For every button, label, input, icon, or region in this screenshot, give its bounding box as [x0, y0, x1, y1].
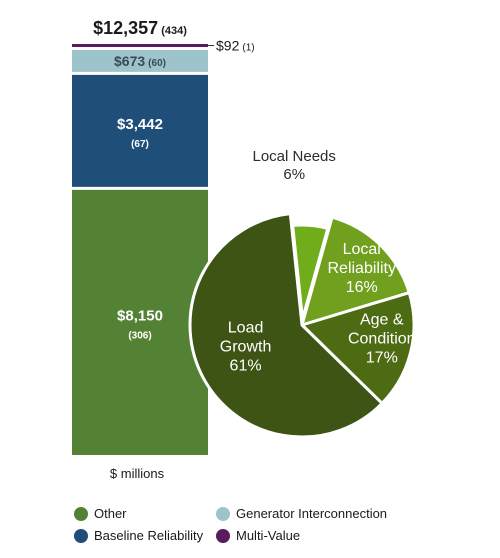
legend-item-baseline-reliability: Baseline Reliability	[74, 528, 203, 543]
legend-item-multi-value: Multi-Value	[216, 528, 300, 543]
pie-label-local-reliability: Local Reliability 16%	[327, 241, 395, 296]
pie-slice-age-condition	[300, 291, 416, 405]
bar-segment-baseline-reliability	[72, 74, 208, 187]
bar-count-label-other: (306)	[128, 330, 151, 341]
legend-label-multi-value: Multi-Value	[236, 528, 301, 543]
bar-total-label: $12,357 (434)	[93, 18, 187, 38]
pie-label-load-growth: Load Growth 61%	[220, 319, 272, 374]
bar-value-label-generator-interconnection: $673 (60)	[114, 53, 166, 69]
legend-label-baseline-reliability: Baseline Reliability	[94, 528, 204, 543]
pie-label-local-needs: Local Needs 6%	[253, 148, 336, 183]
bar-value-label-baseline-reliability: $3,442	[117, 116, 163, 133]
legend-swatch-baseline-reliability	[74, 528, 88, 543]
bar-segment-multi-value	[72, 44, 208, 47]
pie-chart: Local Needs 6% Local Reliability 16% Age & Con…	[188, 148, 416, 439]
bar-segment-generator-interconnection	[72, 49, 208, 72]
bar-x-axis-label: $ millions	[110, 466, 165, 481]
legend-swatch-generator-interconnection	[216, 506, 230, 521]
bar-segment-other	[72, 189, 208, 455]
legend: Other Generator Interconnection Baseline…	[74, 506, 434, 550]
legend-label-generator-interconnection: Generator Interconnection	[236, 506, 388, 521]
legend-label-other: Other	[94, 506, 127, 521]
pie-slice-local-reliability	[300, 215, 411, 327]
legend-swatch-multi-value	[216, 528, 230, 543]
legend-item-other: Other	[74, 506, 127, 521]
legend-item-generator-interconnection: Generator Interconnection	[216, 506, 387, 521]
bar-value-label-other: $8,150	[117, 307, 163, 324]
bar-value-label-multi-value: $92 (1)	[216, 37, 255, 53]
legend-swatch-other	[74, 506, 88, 521]
pie-slice-load-growth	[188, 212, 384, 439]
stacked-bar-chart: $8,150 (306) $3,442 (67) $673 (60) $92 (1) $12,3…	[72, 18, 255, 455]
bar-count-label-baseline-reliability: (67)	[131, 139, 149, 150]
pie-label-age-condition: Age & Condition 17%	[348, 312, 416, 367]
